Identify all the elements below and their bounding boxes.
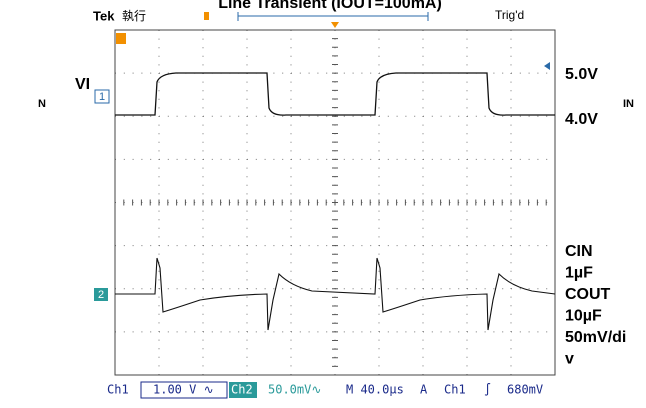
ch2-marker: 2: [98, 289, 104, 301]
t-marker: [116, 33, 126, 44]
time-scale: M 40.0µs: [346, 383, 404, 397]
note: v: [565, 351, 574, 368]
ch1-scale: 1.00 V ∿: [153, 383, 214, 397]
superscript: IN: [623, 98, 634, 110]
title: Line Transient (IOUT=100mA): [218, 0, 442, 12]
trigger-position-flag: [204, 12, 209, 20]
low-label: 4.0V: [565, 111, 598, 128]
ch1-marker: 1: [99, 91, 105, 103]
background: [0, 0, 646, 403]
ch2-scale: 50.0mV∿: [268, 383, 321, 397]
trig-slope: ∫: [484, 383, 491, 397]
high-label: 5.0V: [565, 66, 598, 83]
trig-mode: A: [420, 383, 428, 397]
brand: Tek: [93, 8, 115, 23]
trig-level: 680mV: [507, 383, 543, 397]
trig-source: Ch1: [444, 383, 466, 397]
scope-screen: Line Transient (IOUT=100mA) Tek 執行 Trig'…: [0, 0, 646, 403]
note: COUT: [565, 286, 611, 303]
status: Trig'd: [495, 8, 524, 22]
ch2-label: Ch2: [231, 383, 253, 397]
ch1-label: Ch1: [107, 383, 129, 397]
mode: 執行: [122, 9, 146, 23]
note: 1µF: [565, 265, 593, 282]
note: CIN: [565, 243, 593, 260]
side-label: N: [38, 98, 46, 110]
note: 50mV/di: [565, 329, 626, 346]
signal-label: VI: [75, 76, 90, 93]
note: 10µF: [565, 308, 602, 325]
